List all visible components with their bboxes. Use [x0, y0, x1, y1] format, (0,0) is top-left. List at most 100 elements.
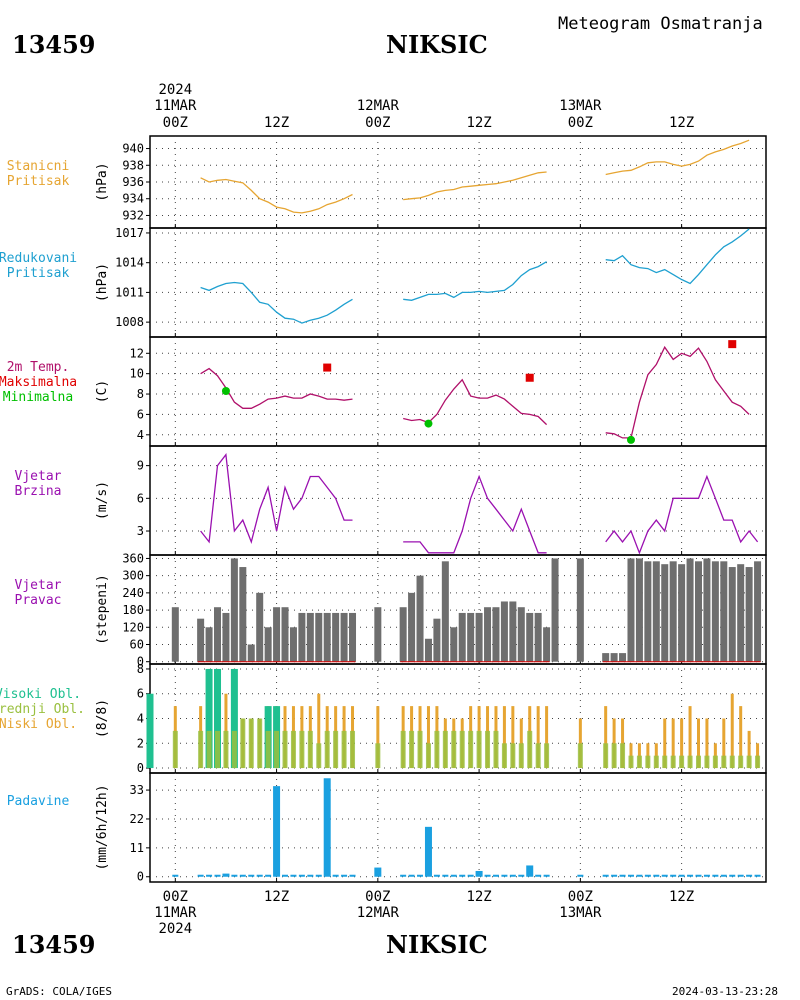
precip-trace	[256, 874, 263, 877]
direction-bar	[222, 612, 230, 662]
series-line	[605, 345, 750, 439]
precip-trace	[349, 874, 356, 877]
direction-bar	[534, 612, 542, 662]
mid-cloud-bar	[603, 743, 609, 769]
low-cloud-bar	[680, 718, 684, 769]
high-cloud-bar	[146, 693, 154, 769]
low-cloud-bar	[376, 706, 380, 769]
precip-trace	[627, 874, 634, 877]
y-tick-label: 1011	[115, 285, 144, 299]
unit-label: (hPa)	[95, 162, 110, 201]
station-id-top: 13459	[12, 30, 96, 59]
mid-cloud-bar	[662, 755, 668, 769]
direction-bar	[441, 561, 449, 662]
precip-trace	[197, 874, 204, 877]
mid-cloud-bar	[307, 730, 313, 769]
y-tick-label: 0	[137, 870, 144, 884]
precip-trace	[341, 874, 348, 877]
low-cloud-bar	[747, 730, 751, 769]
direction-bar	[543, 627, 551, 662]
tmax-marker	[323, 363, 332, 372]
direction-bar	[332, 612, 340, 662]
precip-trace	[543, 874, 550, 877]
direction-bar	[433, 618, 441, 662]
y-tick-label: 33	[130, 783, 144, 797]
low-cloud-bar	[688, 706, 692, 769]
bottom-year-label: 2024	[158, 921, 192, 937]
panel-label: Padavine	[7, 794, 70, 809]
precip-bar	[374, 867, 382, 877]
mid-cloud-bar	[468, 730, 474, 769]
direction-bar	[171, 607, 179, 662]
mid-cloud-bar	[577, 743, 583, 769]
mid-cloud-bar	[400, 730, 406, 769]
series-line	[200, 177, 353, 214]
precip-trace	[307, 874, 314, 877]
high-cloud-bar	[205, 668, 213, 769]
y-tick-label: 932	[122, 208, 144, 222]
y-tick-label: 300	[122, 569, 144, 583]
direction-bar	[686, 558, 694, 662]
direction-bar	[484, 607, 492, 662]
precip-trace	[754, 874, 761, 877]
direction-bar	[576, 558, 584, 662]
mid-cloud-bar	[628, 755, 634, 769]
precip-bar	[424, 826, 432, 877]
low-cloud-bar	[696, 718, 700, 769]
precip-trace	[172, 874, 179, 877]
panel-label: Stanicni	[7, 159, 70, 174]
unit-label: (mm/6h/12h)	[95, 784, 110, 870]
direction-bar	[273, 607, 281, 662]
direction-bar	[399, 607, 407, 662]
y-tick-label: 0	[137, 761, 144, 775]
direction-bar	[458, 612, 466, 662]
direction-bar	[247, 644, 255, 662]
y-tick-label: 11	[130, 841, 144, 855]
low-cloud-bar	[705, 718, 709, 769]
direction-bar	[230, 558, 238, 662]
panel-label: Maksimalna	[0, 375, 77, 390]
mid-cloud-bar	[704, 755, 710, 769]
mid-cloud-bar	[535, 743, 541, 769]
mid-cloud-bar	[611, 743, 617, 769]
panel-label: Pravac	[15, 593, 62, 608]
mid-cloud-bar	[712, 755, 718, 769]
y-tick-label: 9	[137, 459, 144, 473]
low-cloud-bar	[654, 743, 658, 769]
panel-frame	[149, 336, 767, 447]
direction-bar	[644, 561, 652, 662]
direction-bar	[424, 638, 432, 662]
precip-trace	[619, 874, 626, 877]
y-tick-label: 936	[122, 175, 144, 189]
low-cloud-bar	[317, 693, 321, 769]
bottom-hour-label: 12Z	[264, 889, 289, 905]
series-line	[200, 453, 353, 545]
direction-bar	[526, 612, 534, 662]
mid-cloud-bar	[645, 755, 651, 769]
mid-cloud-bar	[290, 730, 296, 769]
panel-label: Vjetar	[15, 469, 62, 484]
low-cloud-bar	[545, 706, 549, 769]
precip-trace	[509, 874, 516, 877]
top-hour-label: 12Z	[669, 115, 694, 131]
precip-bar	[323, 778, 331, 877]
mid-cloud-bar	[333, 730, 339, 769]
direction-bar	[669, 561, 677, 662]
credit-text: GrADS: COLA/IGES	[6, 985, 112, 998]
mid-cloud-bar	[653, 755, 659, 769]
low-cloud-bar	[536, 706, 540, 769]
unit-label: (C)	[95, 380, 110, 403]
y-tick-label: 22	[130, 812, 144, 826]
direction-bar	[205, 627, 213, 662]
direction-bar	[349, 612, 357, 662]
mid-cloud-bar	[636, 755, 642, 769]
mid-cloud-bar	[695, 755, 701, 769]
direction-bar	[450, 627, 458, 662]
direction-bar	[264, 627, 272, 662]
mid-cloud-bar	[206, 730, 212, 769]
panel-label: Pritisak	[7, 266, 70, 281]
direction-bar	[306, 612, 314, 662]
top-hour-label: 12Z	[466, 115, 491, 131]
